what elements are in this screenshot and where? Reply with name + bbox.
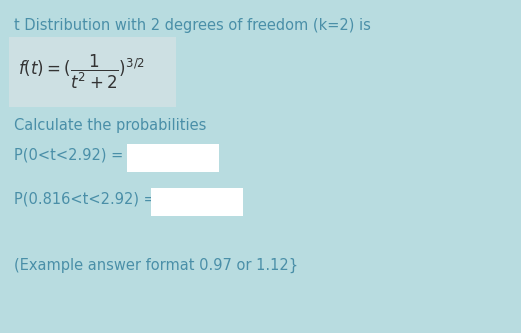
- Text: (Example answer format 0.97 or 1.12}: (Example answer format 0.97 or 1.12}: [14, 258, 298, 273]
- Text: $\mathit{f}(\mathit{t}) = (\dfrac{1}{\mathit{t}^2 + 2})^{3/2}$: $\mathit{f}(\mathit{t}) = (\dfrac{1}{\ma…: [18, 53, 145, 91]
- FancyBboxPatch shape: [127, 144, 219, 172]
- Text: P(0.816<t<2.92) =: P(0.816<t<2.92) =: [14, 192, 156, 207]
- Text: Calculate the probabilities: Calculate the probabilities: [14, 118, 206, 133]
- Text: P(0<t<2.92) =: P(0<t<2.92) =: [14, 148, 123, 163]
- FancyBboxPatch shape: [151, 188, 243, 216]
- FancyBboxPatch shape: [9, 37, 176, 107]
- Text: t Distribution with 2 degrees of freedom (k=2) is: t Distribution with 2 degrees of freedom…: [14, 18, 371, 33]
